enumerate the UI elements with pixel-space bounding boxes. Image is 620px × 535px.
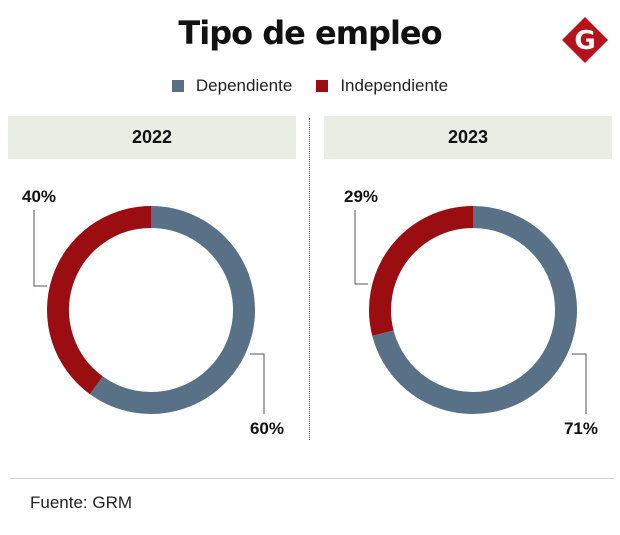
gestion-logo-icon: G — [562, 17, 608, 63]
legend-label-dependiente: Dependiente — [195, 76, 293, 95]
legend: Dependiente Independiente — [0, 76, 620, 96]
source-note: Fuente: GRM — [30, 493, 133, 512]
slice-label-2022-independiente: 40% — [22, 187, 56, 206]
logo-letter: G — [574, 26, 595, 56]
leader-line-2023-dependiente — [572, 353, 587, 414]
slice-label-2022-dependiente: 60% — [250, 419, 284, 438]
slice-label-2023-dependiente: 71% — [564, 419, 598, 438]
legend-item-independiente: Independiente — [316, 76, 448, 96]
donut-slice-2023-dependiente — [372, 206, 577, 414]
year-header-2022: 2022 — [8, 116, 296, 159]
leader-line-2023-independiente — [354, 210, 368, 285]
leader-line-2022-independiente — [33, 210, 47, 287]
panel-divider — [309, 118, 310, 440]
year-label-2022: 2022 — [131, 127, 173, 147]
legend-label-independiente: Independiente — [340, 76, 449, 95]
legend-swatch-dependiente — [171, 80, 184, 92]
legend-item-dependiente: Dependiente — [171, 76, 293, 96]
slice-label-2023-independiente: 29% — [344, 187, 378, 206]
year-label-2023: 2023 — [447, 127, 489, 147]
donut-slice-2022-independiente — [47, 206, 152, 395]
donut-slice-2022-dependiente — [89, 206, 255, 414]
donut-slice-2023-independiente — [369, 206, 474, 336]
year-header-2023: 2023 — [324, 116, 612, 159]
chart-title: Tipo de empleo — [178, 14, 442, 52]
footer-divider — [10, 478, 614, 479]
leader-line-2022-dependiente — [250, 353, 265, 414]
legend-swatch-independiente — [316, 80, 329, 92]
